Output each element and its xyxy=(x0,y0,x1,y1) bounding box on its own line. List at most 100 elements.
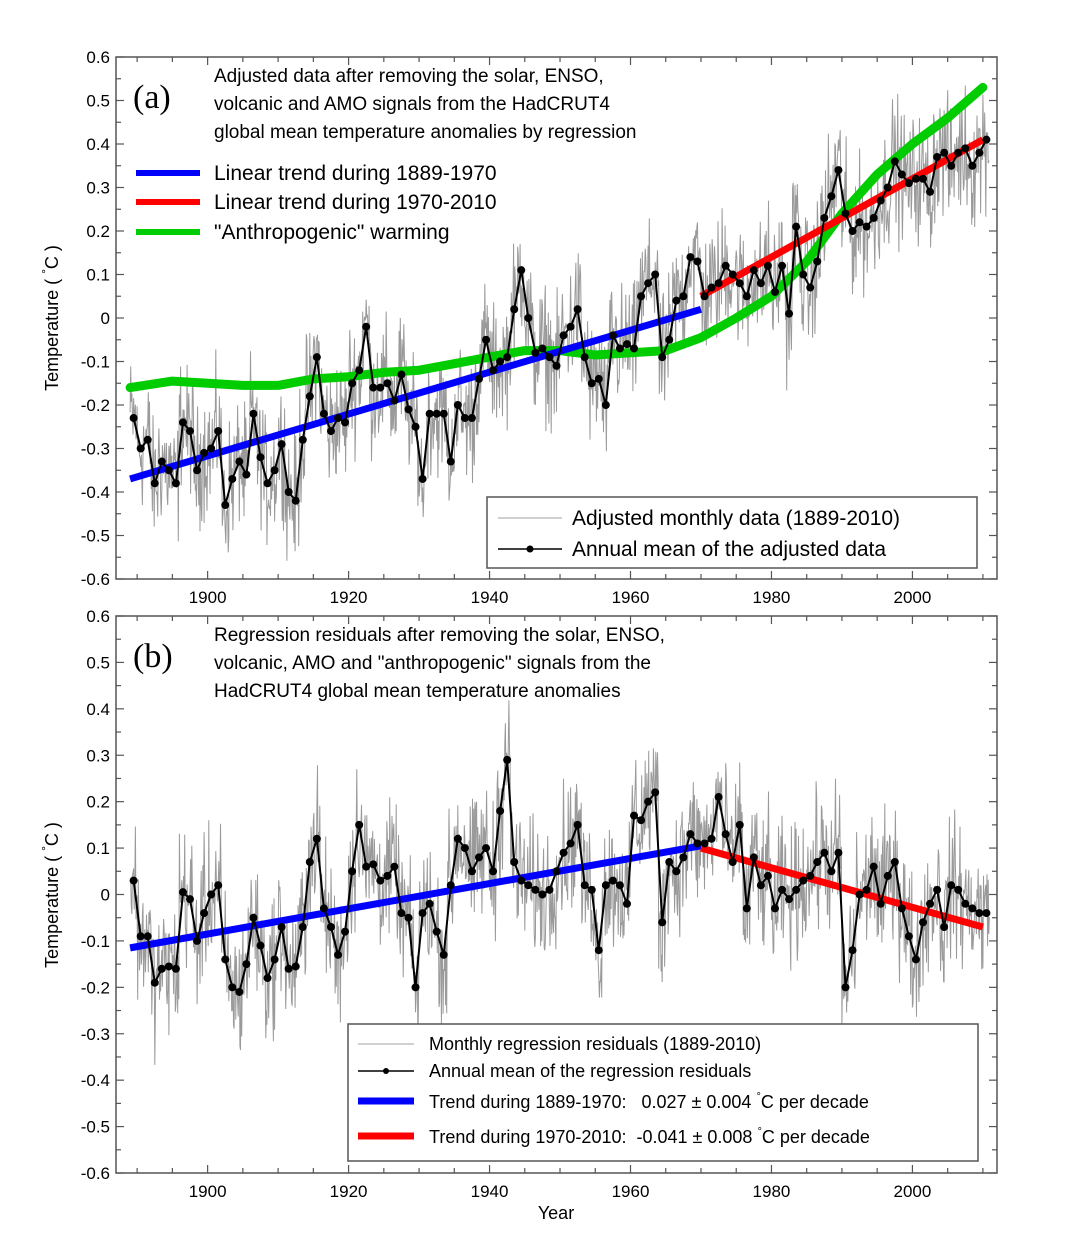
annual-mean-point xyxy=(911,955,920,964)
y-tick-label: -0.3 xyxy=(81,1025,110,1044)
annual-mean-point xyxy=(820,213,829,222)
annual-mean-point xyxy=(531,348,540,357)
annual-mean-point xyxy=(841,983,850,992)
annual-mean-point xyxy=(214,427,223,436)
annual-mean-line xyxy=(132,139,988,506)
y-tick-label: 0.2 xyxy=(86,222,110,241)
annual-mean-point xyxy=(693,257,702,266)
annual-mean-point xyxy=(855,218,864,227)
annual-mean-point xyxy=(235,457,244,466)
annual-mean-point xyxy=(566,322,575,331)
annual-mean-point xyxy=(735,820,744,829)
annual-mean-point xyxy=(834,166,843,175)
annual-mean-point xyxy=(785,309,794,318)
annual-mean-point xyxy=(552,867,561,876)
y-tick-label: -0.3 xyxy=(81,440,110,459)
annual-mean-point xyxy=(341,927,350,936)
annual-mean-point xyxy=(890,157,899,166)
annual-mean-point xyxy=(383,871,392,880)
annual-mean-point xyxy=(587,885,596,894)
annual-mean-point xyxy=(291,962,300,971)
y-axis-title-text: Temperature ( °C ) xyxy=(39,822,62,968)
y-tick-label: 0.3 xyxy=(86,746,110,765)
annual-mean-point xyxy=(235,987,244,996)
annual-mean-point xyxy=(707,283,716,292)
annual-mean-point xyxy=(813,257,822,266)
panel-a: 1900 1920 1940 1960 1980 2000 -0.6 -0.5 -0.4 -0.3… xyxy=(39,48,998,607)
annual-mean-point xyxy=(482,844,491,853)
annual-mean-point xyxy=(545,353,554,362)
annual-mean-point xyxy=(904,179,913,188)
annual-mean-point xyxy=(439,950,448,959)
annual-mean-point xyxy=(193,936,202,945)
annual-mean-point xyxy=(926,899,935,908)
annual-mean-point xyxy=(968,904,977,913)
note-line: global mean temperature anomalies by reg… xyxy=(214,122,636,143)
y-axis-title: Temperature ( °C ) xyxy=(39,245,62,391)
monthly-series xyxy=(129,700,990,1065)
annual-mean-point xyxy=(460,844,469,853)
panel-label: (b) xyxy=(133,638,173,675)
annual-mean-point xyxy=(249,913,258,922)
annual-mean-point xyxy=(954,148,963,157)
x-tick-label: 2000 xyxy=(894,1182,932,1201)
annual-mean-point xyxy=(150,978,159,987)
annual-mean-point xyxy=(453,401,462,409)
annual-mean-point xyxy=(432,927,441,936)
annual-mean-point xyxy=(721,261,730,270)
y-tick-label: 0.5 xyxy=(86,653,110,672)
annual-mean-point xyxy=(319,409,328,418)
annual-mean-point xyxy=(249,409,258,418)
annual-mean-point xyxy=(622,899,631,908)
y-tick-label: 0.2 xyxy=(86,793,110,812)
annual-mean-point xyxy=(559,331,568,340)
annual-mean-point xyxy=(164,962,173,971)
annual-mean-point xyxy=(186,895,195,904)
annual-mean-point xyxy=(193,466,202,475)
annual-mean-point xyxy=(348,379,357,388)
annual-mean-point xyxy=(756,881,765,890)
legend-label: Annual mean of the adjusted data xyxy=(572,538,886,561)
annual-mean-point xyxy=(658,918,667,927)
x-tick-label: 1980 xyxy=(753,1182,791,1201)
annual-mean-point xyxy=(848,227,857,235)
annual-mean-point xyxy=(742,292,751,301)
monthly-series xyxy=(129,85,990,561)
annual-mean-point xyxy=(679,292,688,301)
annual-mean-point xyxy=(474,374,483,383)
annual-mean-point xyxy=(862,222,871,231)
annual-mean-point xyxy=(362,322,371,331)
annual-mean-point xyxy=(326,427,335,436)
annual-mean-point xyxy=(855,890,864,899)
x-tick-label: 1960 xyxy=(612,588,650,607)
annual-mean-point xyxy=(334,950,343,959)
annual-mean-point xyxy=(778,261,787,270)
annual-mean-point xyxy=(594,374,603,383)
annual-mean-point xyxy=(284,488,293,496)
x-tick-label: 1900 xyxy=(189,588,227,607)
annual-mean-point xyxy=(298,435,307,444)
annual-mean-point xyxy=(954,885,963,894)
annual-mean-point xyxy=(178,888,187,897)
panel-note: Regression residuals after removing the … xyxy=(214,625,665,702)
x-tick-label: 1920 xyxy=(330,1182,368,1201)
annual-mean-point xyxy=(742,904,751,913)
y-tick-label: -0.1 xyxy=(81,353,110,372)
annual-mean-point xyxy=(538,890,547,899)
annual-mean-point xyxy=(221,955,230,964)
annual-mean-point xyxy=(425,409,434,418)
annual-mean-point xyxy=(270,466,279,475)
annual-mean-point xyxy=(686,253,695,262)
y-tick-label: 0 xyxy=(101,886,110,905)
annual-mean-point xyxy=(778,885,787,894)
annual-mean-point xyxy=(968,161,977,170)
annual-mean-point xyxy=(489,366,498,375)
annual-mean-point xyxy=(827,192,836,201)
annual-mean-point xyxy=(355,366,364,375)
annual-mean-point xyxy=(728,270,737,279)
trend-lines xyxy=(129,842,984,952)
annual-mean-point xyxy=(608,876,617,885)
annual-mean-point xyxy=(207,890,216,899)
annual-mean-point xyxy=(432,409,441,418)
